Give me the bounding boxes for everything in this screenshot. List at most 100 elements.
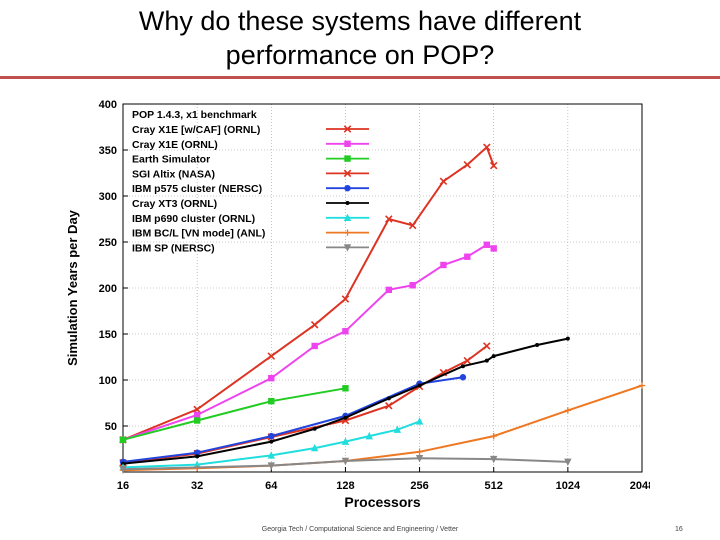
data-point [193,460,201,468]
data-point [489,161,498,170]
data-point [460,364,465,369]
y-tick-label: 300 [99,191,117,203]
data-point [342,328,349,335]
data-point [193,449,201,456]
series-line-2 [122,243,495,441]
data-point [535,343,540,348]
data-point [483,342,491,350]
x-tick-label: 256 [410,480,428,492]
slide-title-line2: performance on POP? [225,40,495,70]
data-point [416,448,423,455]
data-point [119,436,127,443]
series-line-4 [122,345,488,464]
legend-label: IBM BC/L [VN mode] (ANL) [132,228,265,240]
data-point [440,261,447,269]
performance-chart: 50 100 150 200 250 300 350 400 16 32 64 128 256 512 10… [65,99,650,510]
data-point [193,405,201,414]
data-point [490,432,497,440]
data-point [341,295,350,303]
slide-title-line1: Why do these systems have different [138,6,582,36]
x-tick-label: 2048 [630,480,650,492]
data-point [342,385,349,392]
x-tick-label: 512 [485,480,503,492]
y-tick-label: 250 [99,237,117,249]
legend-label: Cray X1E (ORNL) [132,139,218,151]
data-point [385,401,393,410]
legend-swatch-marker [345,201,350,205]
data-point [463,356,472,365]
data-point [365,431,373,440]
data-point [341,457,350,466]
data-point [564,407,572,414]
legend-label: Earth Simulator [132,154,210,166]
data-point [439,177,448,186]
data-point [564,458,572,467]
series-line-8 [122,384,643,472]
x-tick-label: 32 [191,480,203,492]
data-point [490,455,498,464]
data-point [464,253,471,260]
legend-swatch-marker [344,229,351,236]
data-point [483,241,491,248]
data-point [459,374,467,381]
data-point [195,454,200,459]
data-point [267,462,275,470]
data-point [638,382,646,389]
data-point [490,245,497,252]
x-axis-label: Processors [344,494,420,510]
data-point [119,466,127,474]
data-point [408,221,417,230]
data-point [386,396,391,401]
footer-text: Georgia Tech / Computational Science and… [261,526,459,533]
legend-swatch-marker [344,155,351,162]
series-line-9 [122,457,568,471]
data-point [268,397,275,405]
data-point [415,455,424,463]
data-point [463,160,472,169]
data-point [393,425,402,433]
data-point [268,432,275,440]
series-line-3 [122,387,346,441]
data-point [312,426,317,431]
legend-label: IBM p690 cluster (ORNL) [132,213,255,225]
x-tick-label: 128 [336,480,354,492]
legend-label: SGI Altix (NASA) [132,168,215,180]
x-tick-label: 16 [117,480,129,492]
data-point [565,336,570,341]
data-point [268,374,275,382]
y-tick-label: 100 [99,375,117,387]
y-tick-label: 200 [99,283,117,295]
data-point [267,352,276,360]
x-tick-label: 1024 [556,480,581,492]
data-point [267,451,275,459]
y-axis-label: Simulation Years per Day [65,209,80,366]
legend-swatch-marker [343,244,352,252]
y-tick-label: 50 [105,421,117,433]
data-point [311,342,318,350]
data-point [193,411,201,419]
data-point [341,437,350,445]
x-tick-label: 64 [265,480,278,492]
page-number: 16 [675,526,683,533]
y-tick-label: 400 [99,99,117,111]
y-tick-label: 350 [99,145,117,157]
data-point [310,321,319,329]
data-point [310,443,319,452]
legend-swatch-marker [344,185,351,192]
data-point [409,282,416,289]
title-divider [0,76,720,79]
data-point [343,415,348,420]
legend-label: IBM SP (NERSC) [132,242,215,254]
legend-label: Cray X1E [w/CAF] (ORNL) [132,124,260,136]
legend-title: POP 1.4.3, x1 benchmark [132,109,257,121]
slide-title: Why do these systems have different perf… [0,4,720,72]
data-point [415,417,424,425]
data-point [491,354,496,359]
data-point [193,417,201,424]
legend-swatch-marker [343,169,352,178]
data-point [483,143,491,152]
data-point [417,383,422,388]
data-point [484,358,489,363]
legend-label: Cray XT3 (ORNL) [132,198,217,210]
data-point [269,439,274,444]
